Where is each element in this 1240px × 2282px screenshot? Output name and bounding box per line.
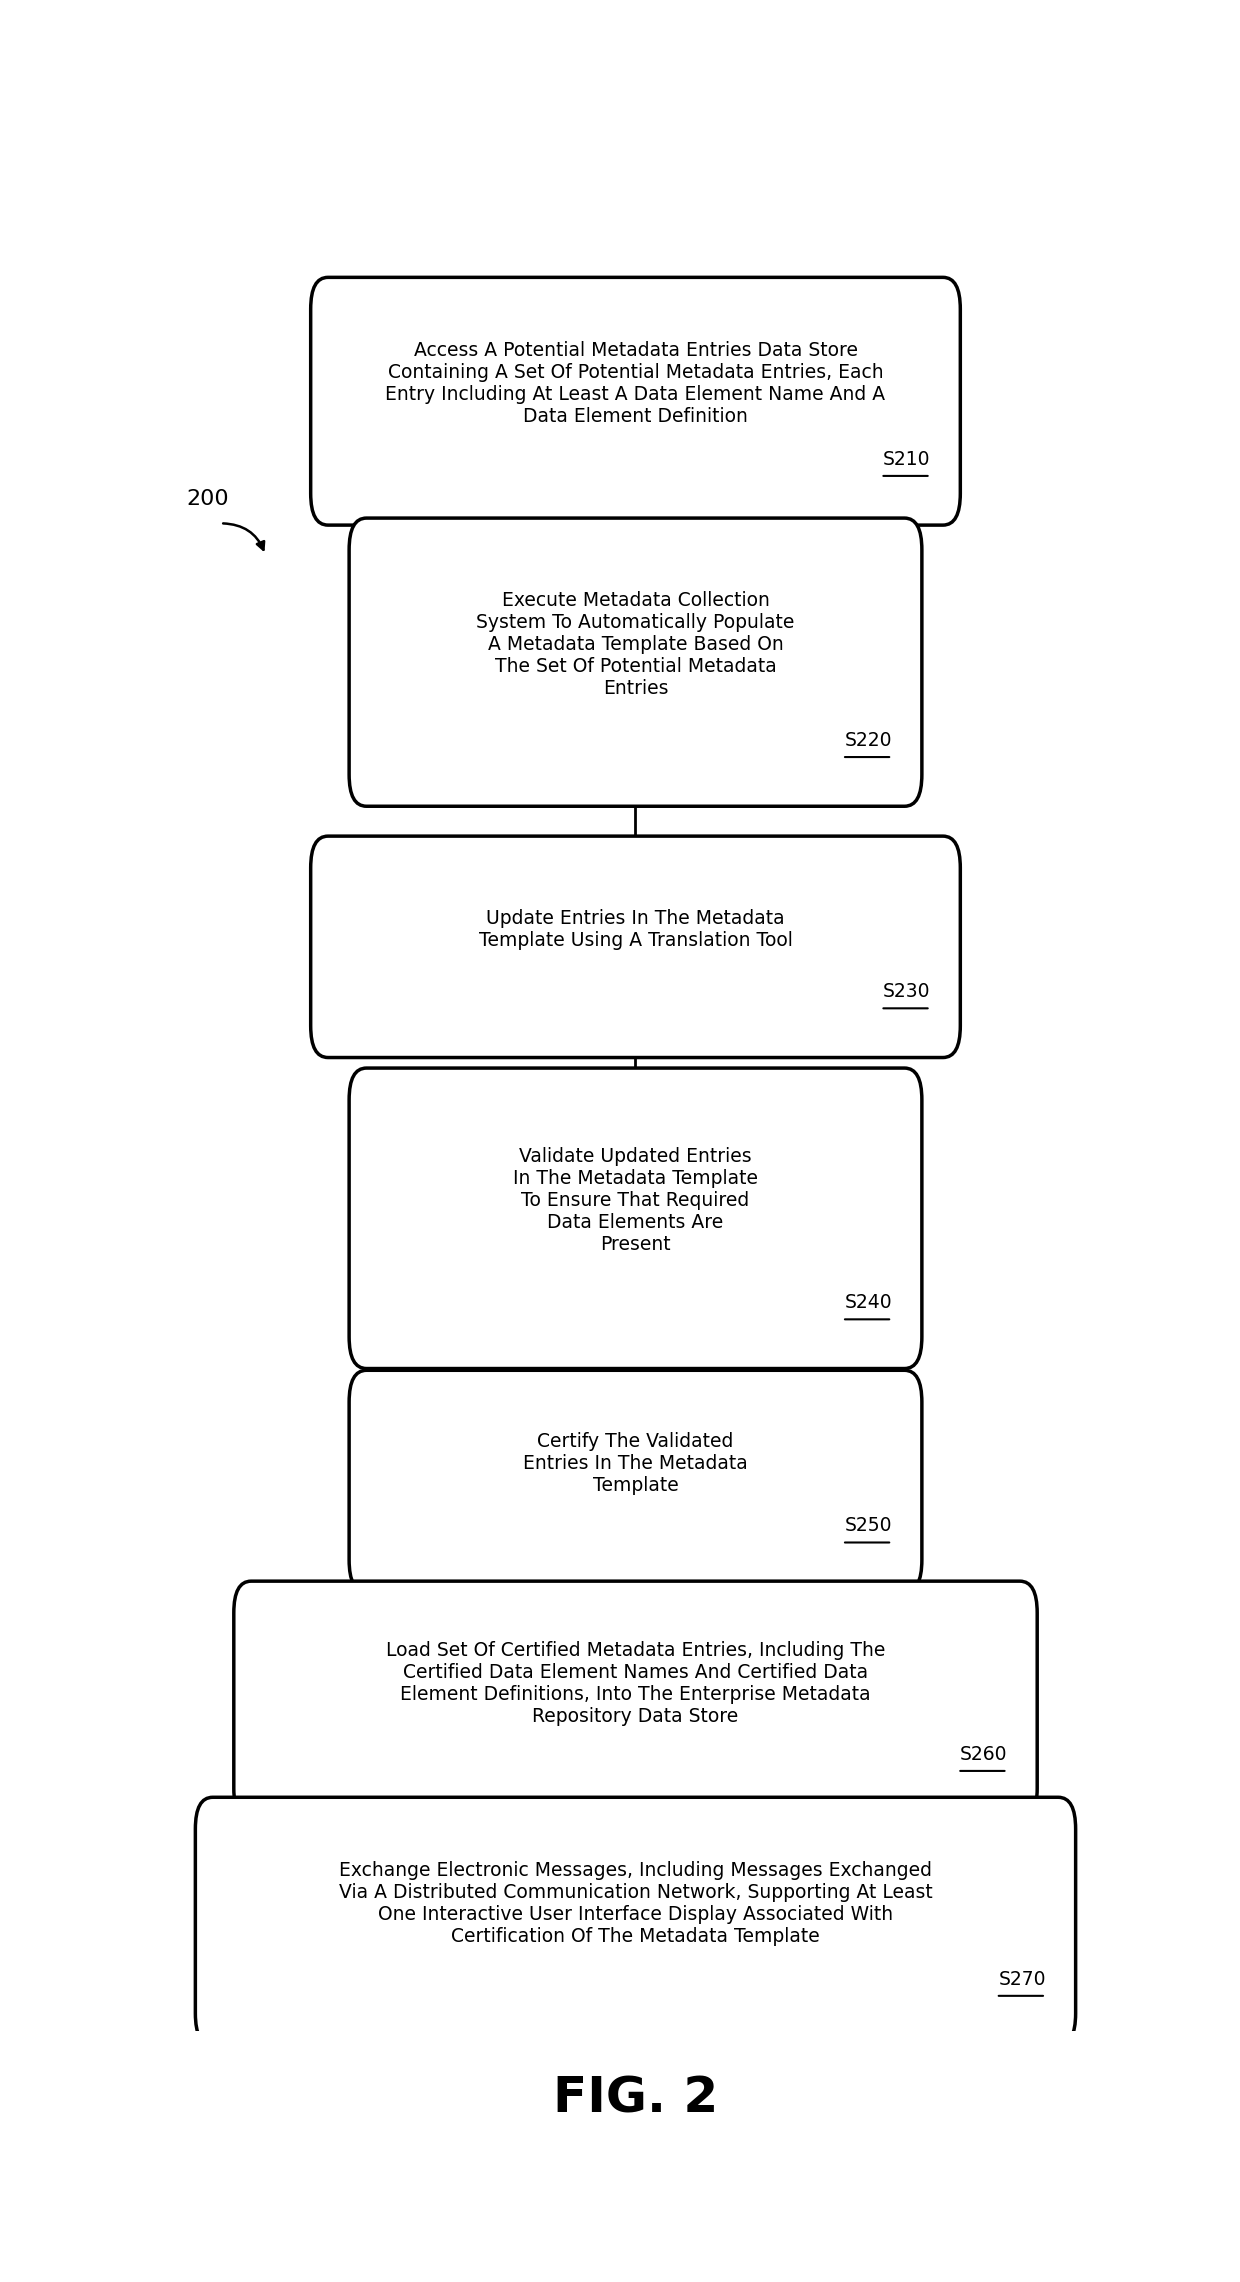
Text: 200: 200 (186, 488, 229, 509)
FancyBboxPatch shape (350, 518, 921, 806)
Text: S240: S240 (844, 1294, 892, 1312)
Text: FIG. 2: FIG. 2 (553, 2074, 718, 2122)
Text: Certify The Validated
Entries In The Metadata
Template: Certify The Validated Entries In The Met… (523, 1431, 748, 1495)
Text: Exchange Electronic Messages, Including Messages Exchanged
Via A Distributed Com: Exchange Electronic Messages, Including … (339, 1862, 932, 1947)
Text: S230: S230 (883, 981, 930, 1002)
FancyBboxPatch shape (350, 1369, 921, 1593)
FancyBboxPatch shape (311, 835, 960, 1057)
Text: Execute Metadata Collection
System To Automatically Populate
A Metadata Template: Execute Metadata Collection System To Au… (476, 591, 795, 698)
FancyBboxPatch shape (350, 1068, 921, 1369)
Text: S250: S250 (844, 1518, 892, 1536)
FancyBboxPatch shape (311, 278, 960, 525)
Text: Load Set Of Certified Metadata Entries, Including The
Certified Data Element Nam: Load Set Of Certified Metadata Entries, … (386, 1641, 885, 1725)
Text: Access A Potential Metadata Entries Data Store
Containing A Set Of Potential Met: Access A Potential Metadata Entries Data… (386, 342, 885, 427)
Text: S270: S270 (998, 1969, 1045, 1990)
Text: Update Entries In The Metadata
Template Using A Translation Tool: Update Entries In The Metadata Template … (479, 908, 792, 949)
FancyBboxPatch shape (196, 1798, 1075, 2045)
Text: Validate Updated Entries
In The Metadata Template
To Ensure That Required
Data E: Validate Updated Entries In The Metadata… (513, 1148, 758, 1255)
Text: S210: S210 (883, 450, 930, 468)
FancyBboxPatch shape (234, 1581, 1037, 1821)
Text: S220: S220 (844, 730, 892, 751)
Text: S260: S260 (960, 1746, 1007, 1764)
